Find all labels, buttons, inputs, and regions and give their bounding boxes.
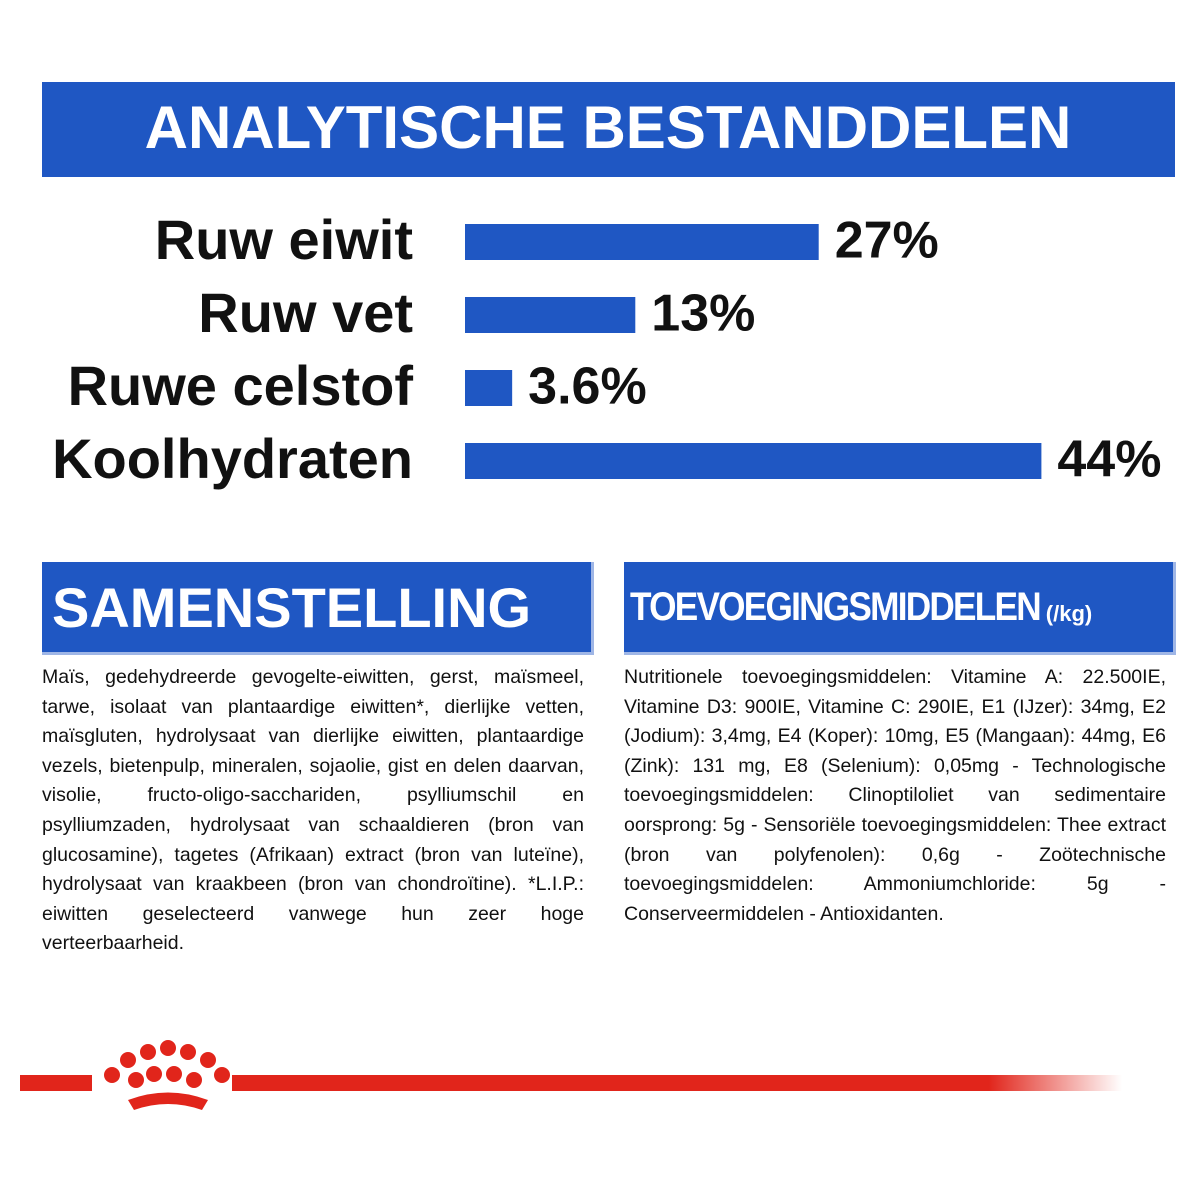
additives-unit: (/kg): [1045, 601, 1093, 626]
value-label: 3.6%: [528, 358, 647, 416]
title-bar: [42, 82, 1175, 177]
chart-title: ANALYTISCHE BESTANDDELEN: [145, 94, 1072, 161]
additives-title: TOEVOEGINGSMIDDELEN: [630, 584, 1042, 629]
crown-logo: [104, 1040, 230, 1110]
composition-title: SAMENSTELLING: [52, 575, 532, 639]
logo-band: [20, 1040, 1122, 1110]
red-line: [232, 1075, 1122, 1091]
additives-header: TOEVOEGINGSMIDDELEN (/kg): [624, 562, 1176, 655]
value-label: 27%: [835, 212, 939, 270]
composition-header: SAMENSTELLING: [42, 562, 594, 655]
bar: [465, 297, 636, 333]
category-label: Ruw eiwit: [155, 208, 413, 271]
category-label: Koolhydraten: [52, 427, 413, 490]
category-label: Ruwe celstof: [68, 354, 414, 417]
red-line: [20, 1075, 92, 1091]
category-label: Ruw vet: [198, 281, 413, 344]
value-label: 13%: [651, 285, 755, 343]
composition-text: Maïs, gedehydreerde gevogelte-eiwitten, …: [42, 666, 584, 955]
bar: [465, 370, 513, 406]
bar: [465, 443, 1042, 479]
value-label: 44%: [1057, 431, 1161, 489]
bar: [465, 224, 819, 260]
additives-text: Nutritionele toevoegingsmiddelen: Vitami…: [624, 666, 1166, 925]
chart: ANALYTISCHE BESTANDDELEN Ruw eiwit 27% Ruw…: [42, 82, 1175, 490]
